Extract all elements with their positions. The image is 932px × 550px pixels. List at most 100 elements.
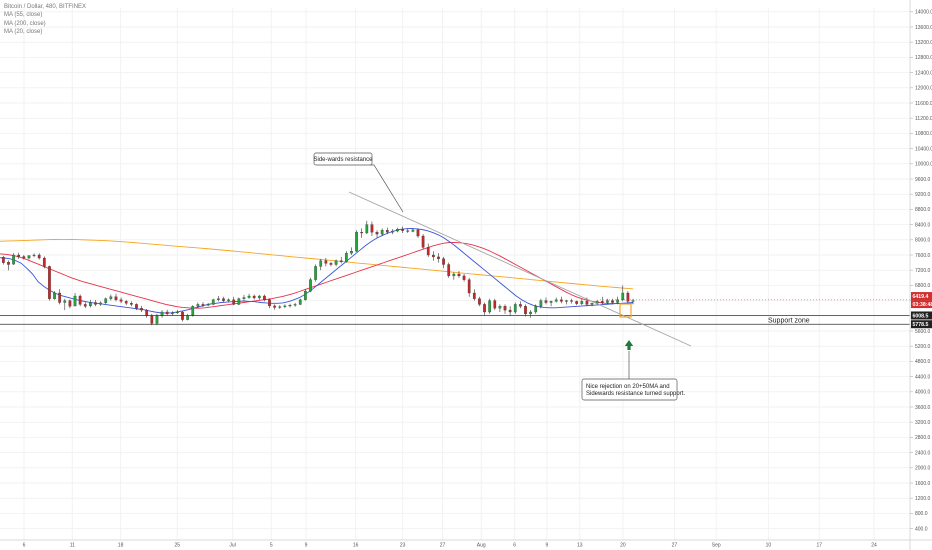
candle-body bbox=[58, 292, 62, 303]
candle-body bbox=[616, 299, 619, 303]
candle bbox=[575, 300, 579, 306]
candle-body bbox=[559, 299, 563, 302]
candle bbox=[488, 298, 492, 314]
candle-body bbox=[140, 308, 143, 311]
candle bbox=[181, 310, 184, 322]
candle-body bbox=[370, 224, 374, 233]
candle bbox=[319, 258, 323, 271]
candle-body bbox=[232, 299, 236, 305]
price-tag bbox=[911, 320, 932, 329]
candle bbox=[483, 302, 486, 316]
candle bbox=[304, 289, 307, 301]
price-tick-label: 10800.0 bbox=[915, 131, 932, 137]
candle bbox=[83, 302, 87, 309]
candle bbox=[109, 294, 113, 301]
candle bbox=[78, 294, 82, 307]
candle-body bbox=[355, 232, 358, 252]
candle-body bbox=[22, 256, 26, 259]
candle-body bbox=[2, 257, 5, 263]
price-tick-label: 10000.0 bbox=[915, 162, 932, 168]
candle bbox=[600, 296, 604, 305]
candle-body bbox=[467, 279, 471, 294]
candle-body bbox=[94, 302, 97, 305]
candle-body bbox=[375, 232, 379, 235]
candle-body bbox=[319, 260, 323, 267]
candle bbox=[590, 302, 594, 307]
chart-legend[interactable]: Bitcoin / Dollar, 480, BITFINEX MA (55, … bbox=[4, 3, 86, 37]
candle bbox=[232, 296, 236, 306]
candle bbox=[263, 294, 266, 302]
price-tag-label: 6008.5 bbox=[913, 313, 929, 319]
symbol-title[interactable]: Bitcoin / Dollar, 480, BITFINEX bbox=[4, 4, 87, 10]
price-tick-label: 11600.0 bbox=[915, 101, 932, 107]
price-tick-label: 6800.0 bbox=[915, 283, 931, 289]
candle bbox=[176, 310, 179, 314]
candle-body bbox=[488, 300, 492, 313]
candle-body bbox=[247, 295, 251, 298]
candle bbox=[467, 277, 471, 297]
candle bbox=[365, 220, 369, 235]
current-candle-box bbox=[619, 303, 632, 318]
candle-body bbox=[242, 297, 246, 299]
candle-body bbox=[385, 230, 389, 233]
legend-ma-20[interactable]: MA (20, close) bbox=[4, 29, 43, 36]
candle bbox=[626, 291, 630, 304]
legend-ma-200[interactable]: MA (200, close) bbox=[4, 20, 46, 27]
candle bbox=[544, 297, 548, 305]
candle bbox=[191, 305, 195, 317]
candle bbox=[53, 291, 56, 300]
candle-body bbox=[457, 273, 461, 277]
price-tick-label: 11200.0 bbox=[915, 116, 932, 122]
candle-body bbox=[170, 312, 174, 315]
candle-body bbox=[544, 300, 548, 303]
price-tick-label: 1200.0 bbox=[915, 496, 931, 502]
candle bbox=[73, 293, 77, 307]
time-tick-label: Jul bbox=[229, 543, 235, 549]
candle-body bbox=[493, 300, 497, 309]
candle bbox=[385, 227, 389, 235]
candle-body bbox=[442, 258, 445, 265]
candle bbox=[539, 298, 543, 309]
candle-body bbox=[329, 263, 333, 265]
price-tick-label: 800.0 bbox=[915, 511, 928, 517]
candle-body bbox=[273, 305, 277, 308]
candle-body bbox=[227, 299, 230, 301]
price-tag bbox=[911, 300, 932, 309]
time-axis[interactable]: 6 11 18 25 Jul 5 9 16 23 27 Aug 6 9 13 20 27 Sep 10 17 24 bbox=[0, 539, 932, 549]
candle bbox=[406, 228, 410, 233]
candle-body bbox=[78, 295, 82, 305]
ma-200-line bbox=[0, 238, 634, 290]
candle-body bbox=[498, 306, 502, 309]
candle-body bbox=[483, 304, 486, 313]
candle-body bbox=[124, 301, 128, 304]
candle-body bbox=[309, 279, 312, 292]
candle-body bbox=[150, 315, 154, 324]
candle bbox=[493, 298, 497, 311]
candle-body bbox=[590, 303, 594, 305]
candle bbox=[432, 251, 435, 261]
price-tags: 6419.4 03:38:48 6008.5 5778.5 bbox=[911, 292, 932, 329]
candle-body bbox=[585, 301, 589, 305]
candle-body bbox=[539, 300, 543, 307]
price-tag-label: 6419.4 bbox=[913, 294, 929, 300]
candle bbox=[129, 301, 133, 307]
price-tick-label: 7600.0 bbox=[915, 253, 931, 259]
candle-body bbox=[426, 247, 430, 256]
candle bbox=[529, 310, 532, 318]
candle-body bbox=[411, 229, 415, 232]
candle-body bbox=[165, 311, 169, 315]
candle bbox=[293, 302, 297, 307]
price-axis[interactable]: 400.0 800.0 1200.0 1600.0 2000.0 2400.0 2800.0… bbox=[909, 0, 932, 550]
candle-body bbox=[257, 295, 261, 299]
candle bbox=[370, 221, 374, 236]
candle-body bbox=[37, 254, 41, 259]
candle-body bbox=[350, 251, 353, 254]
candle bbox=[462, 274, 466, 282]
candle bbox=[391, 229, 394, 235]
candle-body bbox=[252, 295, 256, 299]
time-tick-label: 24 bbox=[871, 543, 877, 549]
legend-ma-55[interactable]: MA (55, close) bbox=[4, 12, 43, 19]
candle-body bbox=[580, 301, 584, 304]
candle bbox=[416, 228, 420, 238]
